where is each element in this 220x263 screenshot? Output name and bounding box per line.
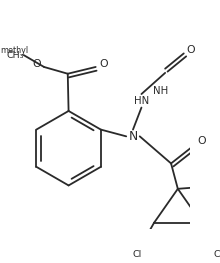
Text: N: N bbox=[128, 130, 138, 143]
Text: O: O bbox=[197, 136, 206, 146]
Text: Cl: Cl bbox=[214, 250, 220, 259]
Text: O: O bbox=[99, 59, 108, 69]
Text: methyl: methyl bbox=[0, 45, 28, 54]
Text: HN: HN bbox=[134, 96, 149, 106]
Text: O: O bbox=[32, 59, 41, 69]
Text: O: O bbox=[186, 45, 195, 55]
Text: Cl: Cl bbox=[133, 250, 142, 259]
Text: CH₃: CH₃ bbox=[6, 50, 24, 60]
Text: NH: NH bbox=[153, 86, 169, 96]
